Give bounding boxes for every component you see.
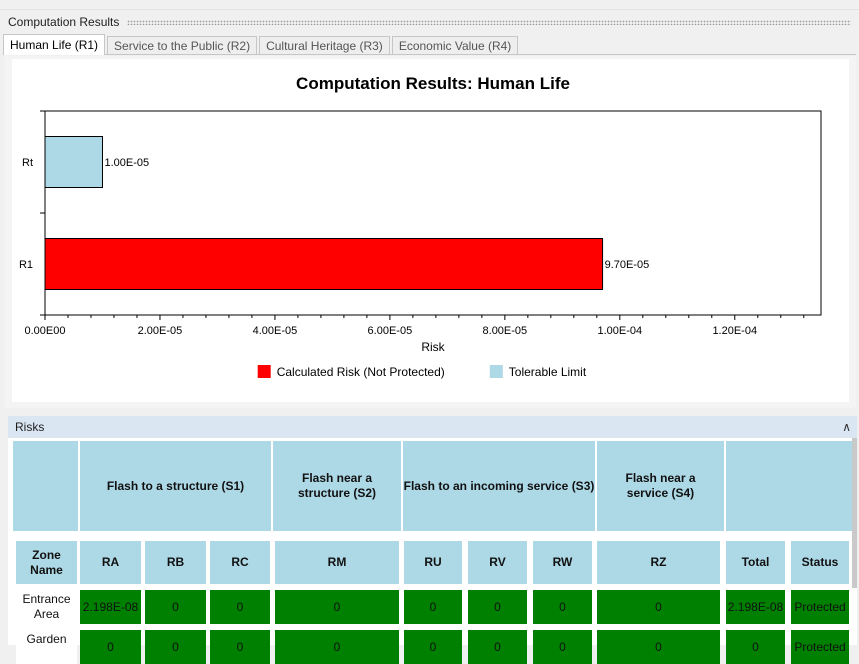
tab-body-border bbox=[3, 54, 856, 55]
table-cell: 0 bbox=[275, 590, 399, 624]
group-header-s3: Flash to an incoming service (S3) bbox=[403, 441, 595, 531]
column-header-ru: RU bbox=[404, 541, 462, 584]
table-cell: 0 bbox=[210, 630, 270, 664]
group-header-s1: Flash to a structure (S1) bbox=[80, 441, 271, 531]
y-category-label: R1 bbox=[19, 259, 33, 271]
table-cell: 0 bbox=[275, 630, 399, 664]
group-header-blank bbox=[13, 441, 78, 531]
x-tick-label: 8.00E-05 bbox=[483, 325, 528, 337]
window-top-strip bbox=[0, 0, 859, 10]
chevron-up-icon[interactable]: ∧ bbox=[842, 420, 851, 434]
table-cell: 2.198E-08 bbox=[80, 590, 141, 624]
legend-swatch bbox=[257, 365, 271, 378]
panel-title: Computation Results bbox=[8, 15, 120, 29]
column-header-rw: RW bbox=[533, 541, 592, 584]
table-cell: 0 bbox=[404, 590, 462, 624]
table-cell: 0 bbox=[597, 630, 720, 664]
group-header-s4: Flash near a service (S4) bbox=[597, 441, 724, 531]
legend-label: Calculated Risk (Not Protected) bbox=[277, 365, 445, 379]
table-cell: 0 bbox=[210, 590, 270, 624]
x-tick-label: 4.00E-05 bbox=[253, 325, 298, 337]
group-header-s2: Flash near a structure (S2) bbox=[273, 441, 401, 531]
column-header-rm: RM bbox=[275, 541, 399, 584]
table-cell: 0 bbox=[533, 590, 592, 624]
table-cell: 0 bbox=[80, 630, 141, 664]
x-tick-label: 1.20E-04 bbox=[712, 325, 757, 337]
bar-rt bbox=[44, 136, 103, 188]
tab-service-to-public[interactable]: Service to the Public (R2) bbox=[107, 36, 258, 55]
chart-card: Computation Results: Human Life 0.00E00 2… bbox=[12, 59, 849, 402]
column-header-zone-name: Zone Name bbox=[16, 541, 77, 584]
risks-title: Risks bbox=[15, 420, 45, 434]
bar-value-label: 1.00E-05 bbox=[104, 157, 149, 169]
x-axis-label: Risk bbox=[421, 340, 445, 354]
x-tick-label: 6.00E-05 bbox=[368, 325, 413, 337]
tab-economic-value[interactable]: Economic Value (R4) bbox=[391, 36, 519, 55]
table-vertical-scrollbar[interactable] bbox=[852, 438, 857, 588]
table-cell: 0 bbox=[597, 590, 720, 624]
column-header-rc: RC bbox=[210, 541, 270, 584]
legend-label: Tolerable Limit bbox=[509, 365, 587, 379]
bar-value-label: 9.70E-05 bbox=[605, 259, 650, 271]
table-cell: 0 bbox=[468, 590, 527, 624]
x-tick-label: 1.00E-04 bbox=[597, 325, 642, 337]
column-header-rz: RZ bbox=[597, 541, 720, 584]
bar-r1 bbox=[44, 238, 604, 290]
status-cell: Protected bbox=[791, 590, 849, 624]
y-category-label: Rt bbox=[22, 157, 33, 169]
table-cell: 0 bbox=[468, 630, 527, 664]
panel-header: Computation Results bbox=[2, 12, 857, 32]
table-cell: 2.198E-08 bbox=[726, 590, 785, 624]
panel-drag-grip[interactable] bbox=[127, 19, 851, 25]
table-cell: 0 bbox=[533, 630, 592, 664]
legend-swatch bbox=[489, 365, 503, 378]
column-header-total: Total bbox=[726, 541, 785, 584]
group-header-total-status bbox=[726, 441, 857, 531]
tab-cultural-heritage[interactable]: Cultural Heritage (R3) bbox=[259, 36, 390, 55]
chart-title: Computation Results: Human Life bbox=[296, 74, 570, 93]
risks-section-header[interactable]: Risks ∧ bbox=[8, 416, 857, 438]
column-header-status: Status bbox=[791, 541, 849, 584]
column-header-rv: RV bbox=[468, 541, 527, 584]
table-row-zone-name: Garden bbox=[16, 630, 77, 664]
table-cell: 0 bbox=[145, 630, 206, 664]
risk-bar-chart: Computation Results: Human Life 0.00E00 2… bbox=[19, 74, 822, 379]
x-tick-label: 2.00E-05 bbox=[138, 325, 183, 337]
tab-strip: Human Life (R1) Service to the Public (R… bbox=[3, 34, 520, 55]
column-header-rb: RB bbox=[145, 541, 206, 584]
status-cell: Protected bbox=[791, 630, 849, 664]
table-cell: 0 bbox=[404, 630, 462, 664]
column-header-ra: RA bbox=[80, 541, 141, 584]
tab-human-life[interactable]: Human Life (R1) bbox=[3, 34, 106, 55]
table-cell: 0 bbox=[726, 630, 785, 664]
table-row-zone-name: Entrance Area bbox=[16, 590, 77, 624]
chart-area: Computation Results: Human Life 0.00E00 2… bbox=[5, 56, 856, 408]
table-cell: 0 bbox=[145, 590, 206, 624]
x-tick-label: 0.00E00 bbox=[25, 325, 66, 337]
